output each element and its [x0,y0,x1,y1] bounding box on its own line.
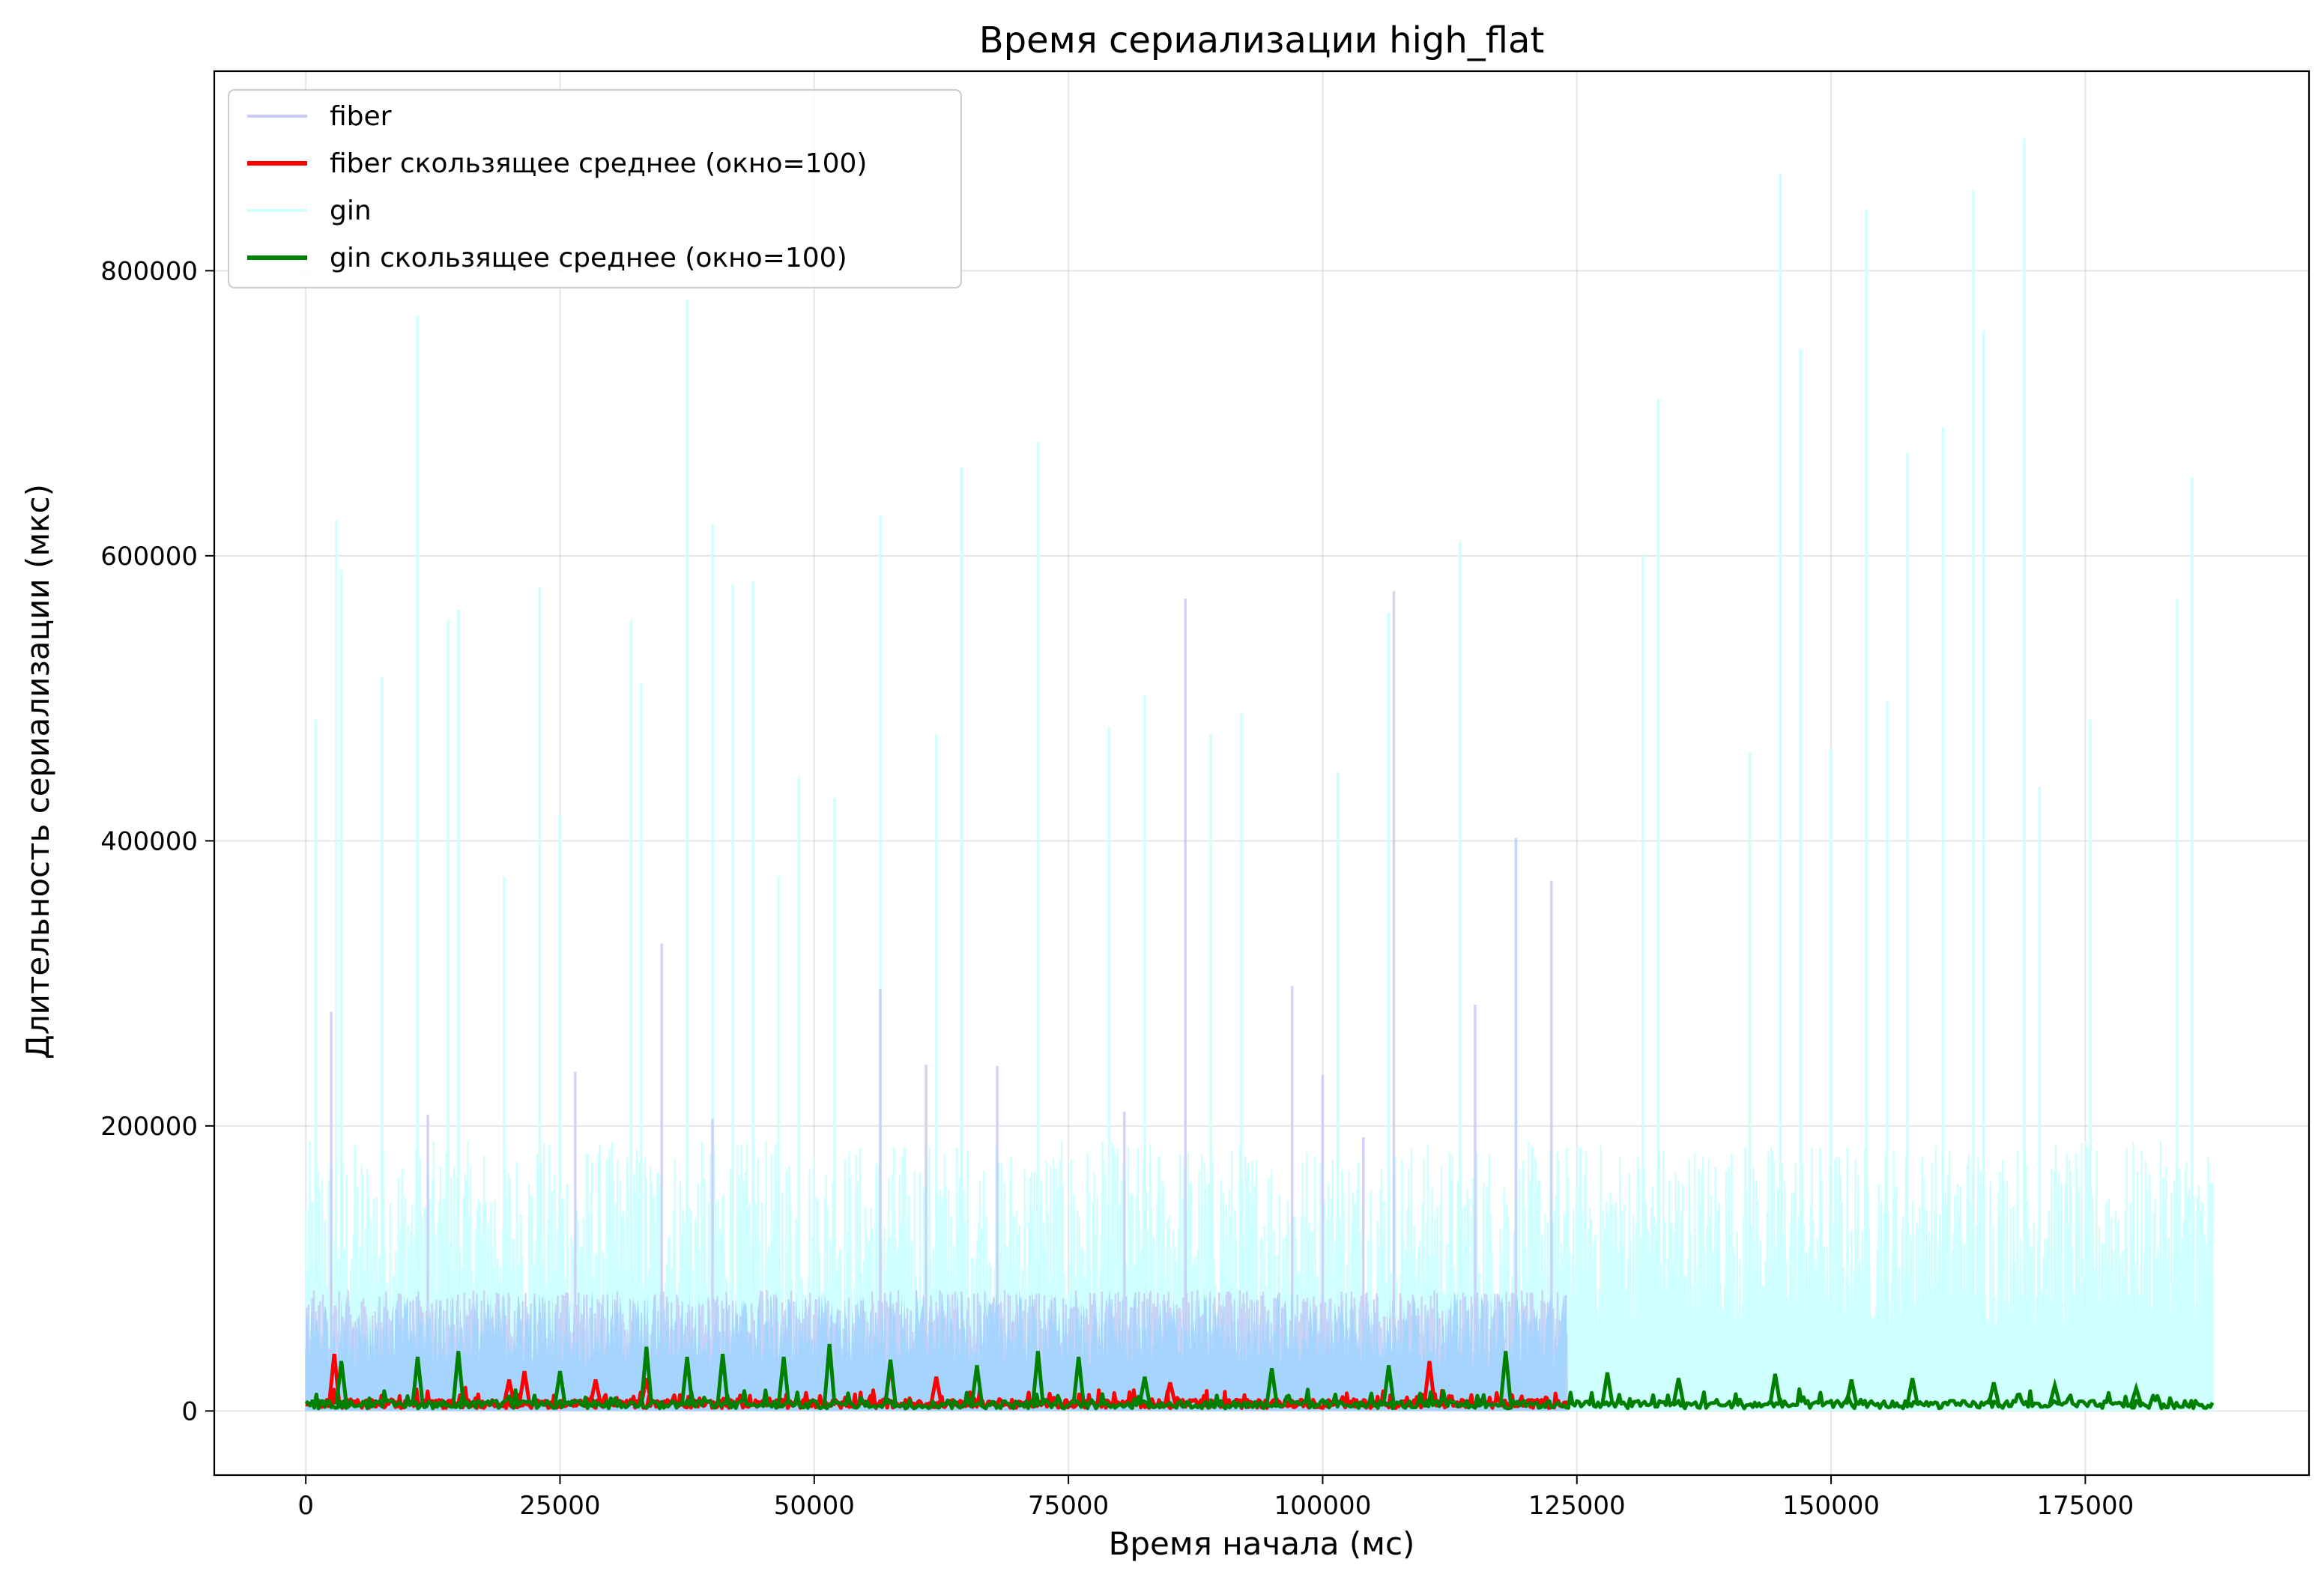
legend-label: gin [330,196,372,226]
y-tick-label: 0 [181,1396,198,1426]
x-tick-label: 125000 [1528,1491,1626,1521]
gin-ma-peak [639,1346,654,1405]
legend-label: fiber скользящее среднее (окно=100) [330,148,867,179]
x-tick-label: 100000 [1274,1491,1372,1521]
gin-ma-line [304,1387,2215,1411]
gin-ma-peak [1768,1373,1782,1405]
y-tick-label: 400000 [100,826,198,856]
x-axis: 0 25000 50000 75000 100000 125000 150000 175000 [297,1475,2134,1521]
gin-ma-peak [1031,1351,1045,1405]
gin-ma-peak [1382,1365,1396,1405]
y-tick-label: 800000 [100,256,198,286]
gin-ma-peak [1265,1367,1279,1405]
chart-title: Время сериализации high_flat [979,19,1545,61]
fiber-ma-peak [588,1379,603,1405]
fiber-overlap-area [306,1289,1567,1411]
fiber-ma-line [305,1385,1569,1411]
gin-ma-peak [822,1343,837,1405]
legend: fiber fiber скользящее среднее (окно=100)… [228,89,962,288]
gin-ma-peak [1137,1376,1152,1405]
gin-ma-peak [1671,1378,1686,1405]
gin-ma-peak [334,1360,348,1405]
gin-ma-peak [776,1356,791,1405]
fiber-ma-peak [929,1376,943,1405]
gin-ma-peak [2129,1381,2143,1405]
legend-label: fiber [330,101,392,132]
y-tick-label: 600000 [100,542,198,572]
plot-area [304,138,2215,1411]
y-axis: 0 200000 400000 600000 800000 [100,256,214,1426]
gin-ma-peak [715,1354,730,1405]
legend-box [228,89,962,288]
x-axis-label: Время начала (мс) [1109,1525,1415,1562]
gin-ma-peak [1071,1356,1086,1405]
x-tick-label: 25000 [519,1491,600,1521]
gin-ma-series [304,1343,2215,1411]
y-axis-label: Длительность сериализации (мкс) [19,484,56,1059]
x-tick-label: 175000 [2036,1491,2134,1521]
gin-ma-peak [1844,1379,1859,1405]
fiber-ma-series [305,1354,1569,1411]
x-tick-label: 0 [297,1491,314,1521]
legend-label: gin скользящее среднее (окно=100) [330,243,847,273]
gin-ma-peak [1905,1378,1919,1405]
fiber-ma-peak [502,1379,516,1405]
gin-ma-peak [2048,1378,2062,1405]
x-tick-label: 75000 [1028,1491,1109,1521]
gin-ma-peak [969,1365,984,1405]
fiber-ma-peak [1163,1381,1178,1405]
x-tick-label: 150000 [1782,1491,1880,1521]
gin-ma-peak [1498,1351,1513,1405]
gin-ma-peak [553,1370,567,1405]
gin-series [304,138,2215,1411]
gin-ma-peak [451,1351,466,1405]
plot-frame [213,70,2311,1477]
gin-ma-peak [680,1356,695,1405]
gin-ma-peak [1600,1372,1615,1405]
y-tick-label: 200000 [100,1112,198,1142]
x-tick-label: 50000 [774,1491,855,1521]
fiber-overlap [306,1289,1567,1411]
fiber-ma-peak [517,1370,532,1405]
fiber-ma-peak [1422,1360,1437,1405]
gin-ma-peak [883,1359,898,1405]
gin-ma-peak [1987,1381,2001,1405]
gin-ma-peak [411,1356,425,1405]
